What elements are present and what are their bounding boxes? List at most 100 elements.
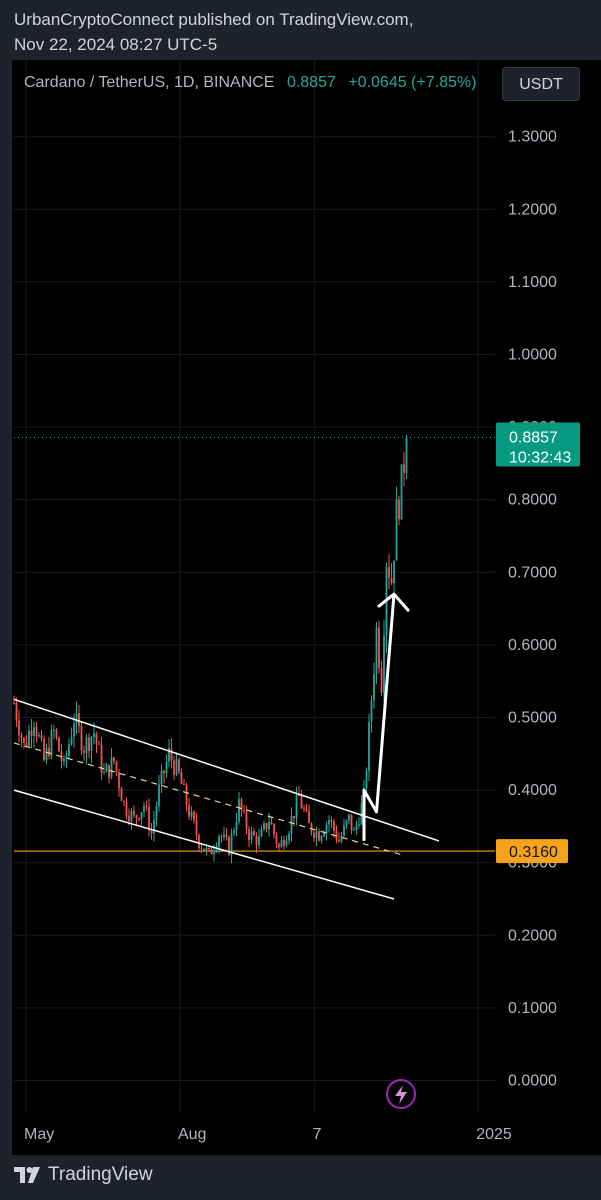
candle-body [45,747,48,761]
candle-body [275,834,278,845]
candle-body [70,736,73,745]
candle-body [323,833,325,837]
x-tick-label: Aug [178,1126,206,1143]
candle-body [53,729,55,731]
candle-body [253,831,255,836]
candle-body [400,464,403,520]
candle-body [388,566,390,578]
candle-body [113,757,115,762]
chart-panel[interactable] [12,60,601,1155]
candle-body [48,747,50,757]
lower-trendline [13,789,395,900]
candle-body [135,815,138,819]
candle-body [383,635,385,693]
support-label-box [496,839,568,864]
candle-body [298,795,300,797]
candle-body [325,824,328,834]
candle-body [340,835,343,842]
candle-body [230,833,233,855]
candle-body [200,847,203,849]
mid-trendline [13,742,405,857]
candle-body [330,819,333,822]
candle-body [163,770,165,774]
candle-body [398,499,400,520]
candle-body [55,729,58,738]
candle-body [143,805,145,812]
candle-body [120,788,123,802]
candle-body [343,825,345,836]
candle-body [108,764,110,778]
candle-body [90,737,93,752]
candle-body [315,831,318,838]
candle-body [273,824,275,835]
candle-body [195,820,198,836]
candle-body [28,730,30,746]
candle-body [303,808,305,810]
candle-body [278,844,280,848]
candle-body [293,816,295,819]
currency-button[interactable]: USDT [502,67,580,101]
candle-body [13,702,15,704]
candle-body [348,814,350,821]
symbol-price: 0.8857 [286,74,336,91]
candle-body [43,738,45,761]
candle-body [160,770,163,785]
candle-body [80,725,83,751]
candle-body [218,836,220,848]
x-tick-label: 2025 [476,1126,512,1143]
tradingview-logo[interactable]: TradingView [14,1164,153,1186]
candle-body [260,829,263,837]
candle-body [288,833,290,841]
symbol-change: +0.0645 (+7.85%) [348,74,477,91]
projection-arrow [362,593,396,841]
candle-body [35,727,38,737]
candle-body [73,723,75,737]
candle-body [158,784,160,807]
candle-body [210,849,213,855]
candle-body [405,437,408,474]
candle-body [93,733,95,738]
candle-body [20,735,23,738]
y-tick-label: 0.2000 [508,927,557,944]
candle-body [290,816,293,834]
candle-body [23,737,25,743]
candle-body [240,799,243,811]
candle-body [193,811,195,821]
publisher-line: UrbanCryptoConnect published on TradingV… [14,10,414,29]
candle-body [18,720,20,736]
symbol-legend: Cardano / TetherUS, 1D, BINANCE 0.8857 +… [24,74,476,92]
candle-body [68,744,70,756]
candle-body [280,840,283,848]
candle-body [208,847,210,850]
candle-body [85,737,88,754]
candle-body [300,795,303,809]
tradingview-logo-icon [14,1165,42,1185]
lightning-bolt-icon [395,1085,407,1104]
candle-body [333,821,335,831]
symbol-title: Cardano / TetherUS, 1D, BINANCE [24,74,275,91]
candle-body [40,735,43,739]
candle-body [65,755,68,759]
candle-body [235,821,238,831]
candle-body [78,713,80,726]
candle-body [255,835,258,846]
candle-body [128,815,130,822]
y-tick-label: 0.5000 [508,710,557,727]
candle-body [295,795,298,819]
lightning-icon[interactable] [386,1079,416,1109]
y-tick-label: 1.1000 [508,274,557,291]
upper-trendline [13,698,440,842]
candle-body [30,730,33,736]
candle-body [360,802,363,825]
candle-body [33,727,35,736]
candle-body [250,831,253,841]
publish-timestamp: Nov 22, 2024 08:27 UTC-5 [14,35,218,54]
candle-body [228,837,230,855]
candle-body [130,811,133,822]
candle-body [263,823,265,830]
candle-body [318,831,320,841]
candle-body [313,832,315,838]
candle-body [268,821,270,830]
candle-body [395,499,398,561]
